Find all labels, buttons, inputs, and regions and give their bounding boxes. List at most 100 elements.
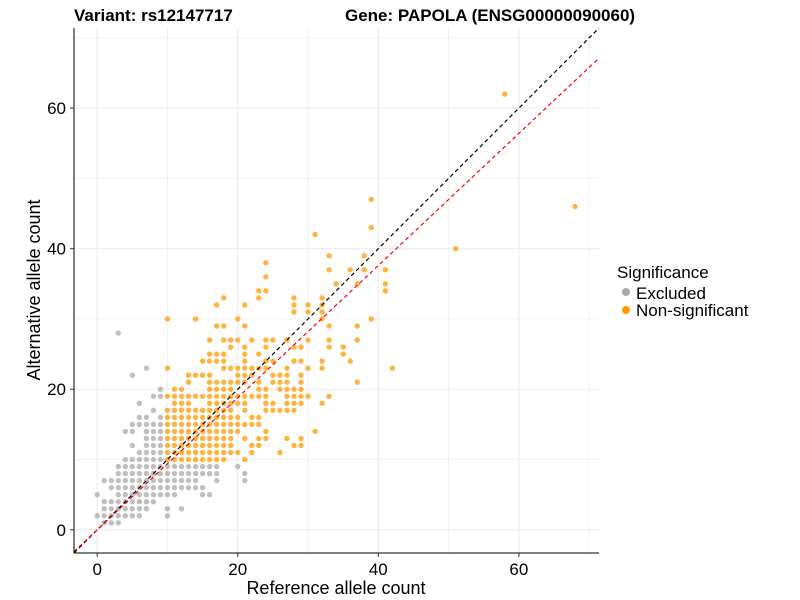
data-point	[277, 449, 283, 456]
data-point	[347, 267, 353, 273]
x-tick-label: 20	[228, 560, 247, 579]
data-point	[150, 449, 157, 456]
data-point	[213, 456, 220, 463]
data-point	[115, 463, 121, 470]
data-point	[213, 351, 220, 357]
data-point	[256, 295, 262, 301]
data-point	[157, 421, 164, 428]
data-point	[263, 337, 269, 343]
data-point	[171, 414, 178, 421]
data-point	[235, 379, 241, 385]
data-point	[143, 365, 150, 371]
x-axis-label: Reference allele count	[246, 578, 425, 598]
data-point	[136, 463, 143, 470]
data-point	[249, 442, 255, 449]
data-point	[220, 323, 227, 329]
data-point	[115, 470, 121, 477]
data-point	[129, 470, 136, 477]
data-point	[263, 393, 269, 399]
data-point	[206, 379, 213, 385]
data-point	[129, 463, 136, 470]
data-point	[115, 520, 121, 526]
data-point	[101, 513, 107, 519]
data-point	[150, 442, 157, 449]
data-point	[157, 393, 164, 399]
legend-title: Significance	[617, 263, 709, 282]
data-point	[228, 365, 234, 371]
data-point	[319, 309, 325, 315]
data-point	[354, 281, 360, 287]
data-point	[185, 463, 192, 470]
data-point	[136, 456, 143, 463]
data-point	[150, 484, 157, 491]
data-point	[256, 414, 262, 421]
legend-label-non-significant: Non-significant	[636, 301, 749, 320]
data-point	[129, 484, 136, 491]
data-point	[319, 400, 325, 407]
data-point	[284, 365, 290, 371]
data-point	[129, 442, 136, 449]
data-point	[270, 358, 276, 364]
data-point	[242, 393, 248, 399]
data-point	[164, 316, 171, 322]
data-point	[263, 386, 269, 392]
data-point	[206, 358, 213, 364]
data-point	[263, 365, 269, 371]
data-point	[361, 267, 367, 273]
data-point	[235, 400, 241, 407]
data-point	[354, 337, 360, 343]
data-point	[228, 414, 234, 421]
data-point	[220, 337, 227, 343]
data-point	[242, 344, 248, 350]
x-tick-label: 60	[509, 560, 528, 579]
data-point	[213, 435, 220, 442]
data-point	[171, 428, 178, 435]
data-point	[164, 470, 171, 477]
data-point	[185, 470, 192, 477]
data-point	[291, 393, 297, 399]
data-point	[213, 463, 220, 470]
data-point	[150, 428, 157, 435]
data-point	[157, 477, 164, 484]
data-point	[199, 442, 206, 449]
data-point	[101, 477, 107, 484]
data-point	[192, 463, 199, 470]
data-point	[178, 428, 185, 435]
legend-swatch-excluded	[622, 288, 630, 296]
data-point	[185, 407, 192, 414]
data-point	[108, 498, 114, 505]
data-point	[242, 358, 248, 364]
data-point	[242, 456, 248, 463]
data-point	[284, 400, 290, 407]
data-point	[185, 456, 192, 463]
data-point	[220, 421, 227, 428]
data-point	[199, 358, 206, 364]
ticks: 0 20 40 60 0 20 40 60	[47, 99, 528, 579]
data-point	[164, 414, 171, 421]
data-point	[354, 323, 360, 329]
data-point	[213, 358, 220, 364]
data-point	[242, 365, 248, 371]
data-point	[150, 393, 157, 399]
data-point	[171, 435, 178, 442]
data-point	[122, 484, 129, 491]
data-point	[164, 407, 171, 414]
legend-swatch-non-significant	[622, 306, 630, 314]
data-point	[291, 442, 297, 449]
data-point	[136, 470, 143, 477]
data-point	[270, 379, 276, 385]
data-point	[305, 302, 311, 308]
data-point	[326, 267, 332, 273]
data-point	[94, 513, 100, 519]
data-point	[256, 421, 262, 428]
data-point	[122, 456, 129, 463]
data-point	[235, 449, 241, 456]
data-point	[143, 428, 150, 435]
data-point	[206, 449, 213, 456]
data-point	[220, 393, 227, 399]
data-point	[235, 365, 241, 371]
data-point	[178, 470, 185, 477]
data-point	[122, 463, 129, 470]
data-point	[263, 274, 269, 280]
data-point	[220, 365, 227, 371]
